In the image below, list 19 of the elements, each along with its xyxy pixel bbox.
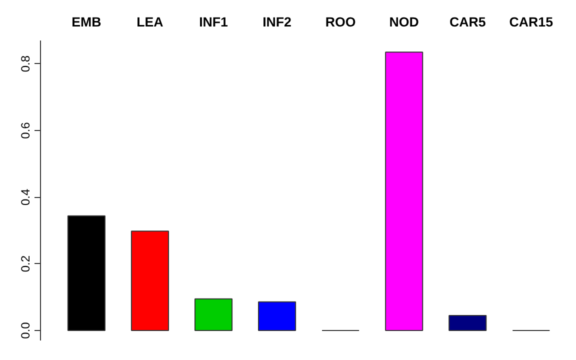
x-tick-label: CAR5 [449,14,486,30]
y-tick-label: 0.0 [18,322,32,339]
bar [258,301,296,331]
bar [194,298,233,331]
bar [130,230,170,331]
x-tick-label: CAR15 [509,14,554,30]
bar [67,215,106,331]
x-tick-label: NOD [389,14,420,30]
y-tick-label: 0.6 [18,122,32,139]
x-tick-label: EMB [72,14,102,30]
y-tick-label: 0.8 [18,55,32,72]
x-tick-label: INF2 [262,14,292,30]
y-tick-label: 0.4 [18,188,32,206]
y-tick-label: 0.2 [18,255,32,272]
bar [448,315,487,331]
x-tick-label: INF1 [199,14,229,30]
x-tick-label: ROO [325,14,356,30]
x-tick-label: LEA [136,14,164,30]
bar [385,52,424,331]
